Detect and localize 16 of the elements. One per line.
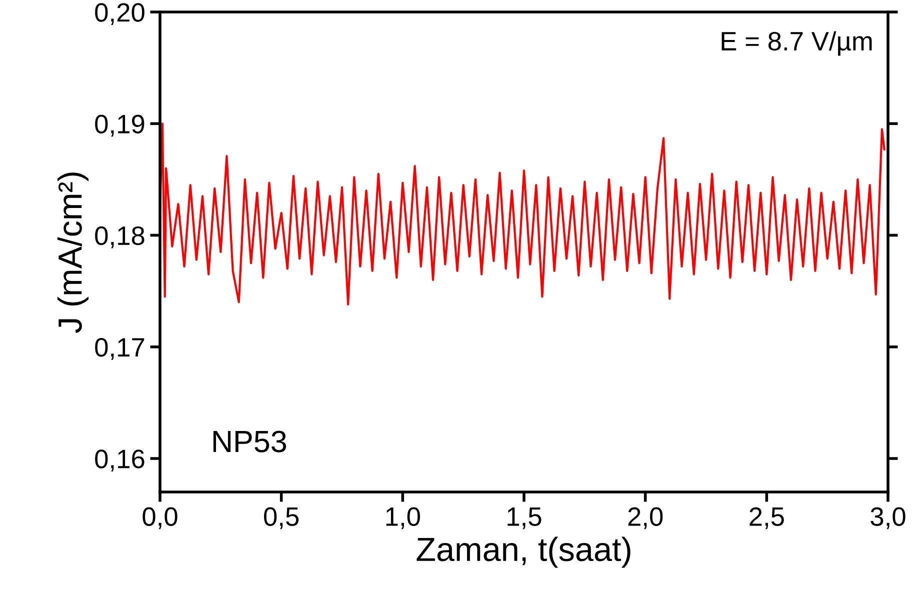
y-tick-label: 0,16 <box>95 450 144 472</box>
x-tick-label: 3,0 <box>870 507 906 530</box>
x-tick-label: 1,0 <box>386 507 420 530</box>
y-tick-label: 0,17 <box>95 338 144 360</box>
x-tick-label: 1,5 <box>508 508 542 530</box>
x-tick-label: 2,5 <box>750 507 784 530</box>
y-tick-label: 0,18 <box>95 226 144 248</box>
y-tick-label: 0,20 <box>95 3 144 25</box>
x-tick-label: 0,5 <box>264 507 299 530</box>
x-axis-title: Zaman, t(saat) <box>416 536 630 568</box>
x-tick-label: 2,0 <box>628 507 663 530</box>
y-axis-title: J (mA/cm²) <box>57 172 88 333</box>
annotation: E = 8.7 V/µm <box>722 31 872 56</box>
annotation: NP53 <box>213 430 286 452</box>
y-tick-label: 0,19 <box>95 114 144 137</box>
x-tick-label: 0,0 <box>142 507 178 530</box>
